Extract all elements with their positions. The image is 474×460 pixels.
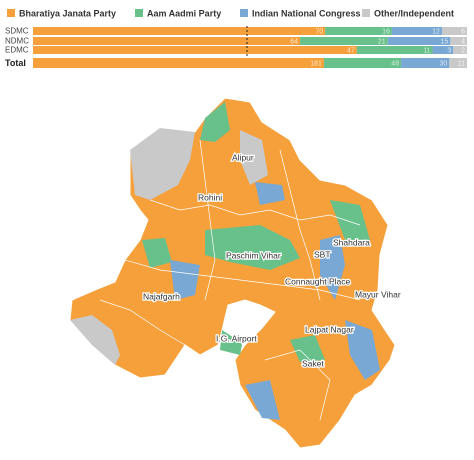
row-label: NDMC <box>5 37 29 46</box>
inc-area <box>345 320 380 380</box>
value-label: 4 <box>461 38 465 45</box>
aap-area <box>330 200 370 240</box>
map-label: SBT <box>314 249 331 259</box>
bar-segment <box>33 46 357 54</box>
map-label: Paschim Vihar <box>226 250 281 260</box>
value-label: 3 <box>447 47 451 54</box>
aap-area <box>205 225 300 270</box>
ward-borders <box>99 139 361 421</box>
row-label: Total <box>5 58 26 68</box>
legend-label: Other/Independent <box>374 8 454 18</box>
bar-segment <box>356 46 433 54</box>
bar-segment <box>441 27 467 35</box>
bar-segment <box>33 27 326 35</box>
inc-area <box>170 260 200 300</box>
legend-label: Indian National Congress <box>252 8 361 18</box>
map-label: Alipur <box>232 152 254 162</box>
inc-area <box>245 380 280 420</box>
aap-area <box>200 102 230 142</box>
region <box>69 97 396 449</box>
map-label: Mayur Vihar <box>355 289 401 299</box>
value-label: 70 <box>315 28 323 35</box>
bar-segment <box>391 27 442 35</box>
legend-swatch <box>362 9 370 17</box>
map-label: I.G. Airport <box>216 333 257 343</box>
value-label: 15 <box>441 38 449 45</box>
bar-segment <box>323 58 402 68</box>
bar-segment <box>387 37 451 45</box>
value-label: 64 <box>290 38 298 45</box>
value-label: 30 <box>440 60 448 67</box>
legend-label: Bharatiya Janata Party <box>19 8 116 18</box>
value-label: 12 <box>432 28 440 35</box>
map-label: Rohini <box>198 192 222 202</box>
bar-segment <box>450 37 467 45</box>
value-label: 11 <box>458 60 465 67</box>
value-label: 47 <box>347 47 355 54</box>
bar-segment <box>300 37 388 45</box>
map-label: Lajpat Nagar <box>305 324 354 334</box>
inc-area <box>320 235 345 300</box>
legend-swatch <box>135 9 143 17</box>
bar-segment <box>453 46 467 54</box>
aap-area <box>142 238 172 268</box>
other-area <box>130 128 195 200</box>
ridge-gap <box>222 300 275 345</box>
bar-segment <box>33 58 324 68</box>
aap-area <box>290 335 325 362</box>
row-label: SDMC <box>5 27 29 36</box>
map-label: Shahdara <box>333 237 370 247</box>
bar-segment <box>33 37 301 45</box>
value-label: 11 <box>423 47 430 54</box>
bar-segment <box>449 58 467 68</box>
value-label: 6 <box>461 28 465 35</box>
map-label: Connaught Place <box>285 276 350 286</box>
legend-swatch <box>240 9 248 17</box>
map-label: Najafgarh <box>143 291 180 301</box>
row-label: EDMC <box>5 46 29 55</box>
legend-label: Aam Aadmi Party <box>147 8 221 18</box>
bar-segment <box>432 46 454 54</box>
other-area <box>70 315 120 365</box>
inc-area <box>255 182 285 205</box>
value-label: 181 <box>310 60 322 67</box>
bar-segment <box>325 27 392 35</box>
value-label: 21 <box>378 38 386 45</box>
bar-segment <box>401 58 450 68</box>
map-label: Saket <box>302 358 324 368</box>
value-label: 16 <box>382 28 390 35</box>
legend-swatch <box>7 9 15 17</box>
value-label: 2 <box>461 47 465 54</box>
other-area <box>240 130 268 185</box>
value-label: 48 <box>391 60 399 67</box>
map: Alipur Rohini Shahdara Paschim Vihar SBT… <box>69 97 402 449</box>
